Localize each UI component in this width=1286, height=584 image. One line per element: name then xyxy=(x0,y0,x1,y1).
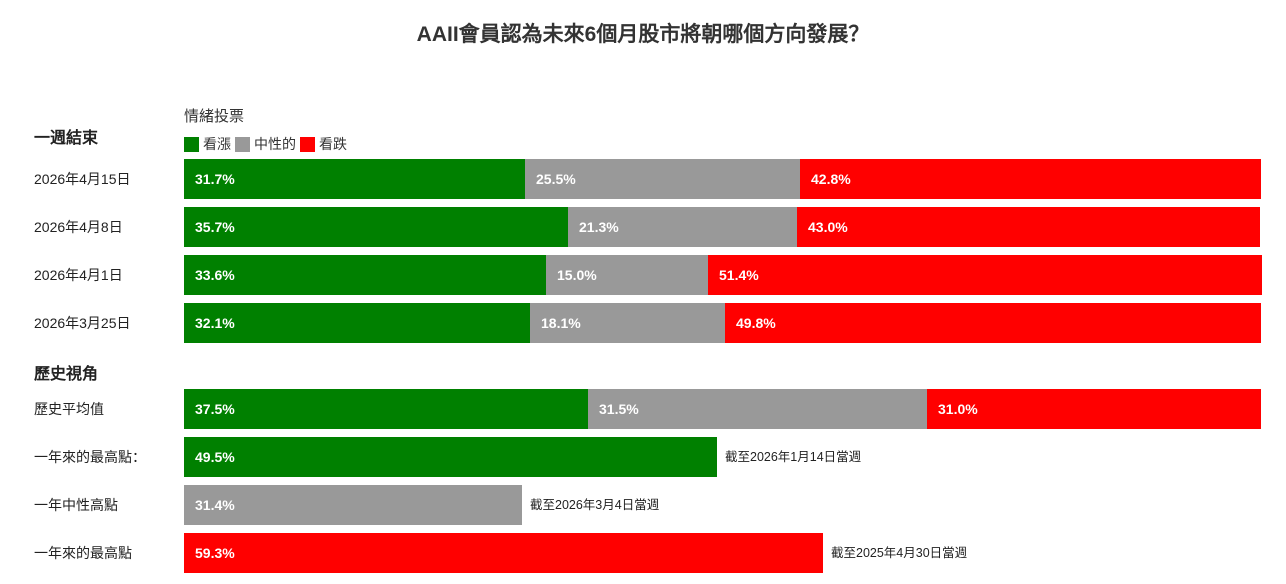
legend-item: 看漲 xyxy=(184,134,231,154)
bar-segment: 15.0% xyxy=(546,255,708,295)
chart-title: AAII會員認為未來6個月股市將朝哪個方向發展？ xyxy=(416,23,870,46)
row-label: 2026年4月8日 xyxy=(34,219,123,235)
legend-swatch xyxy=(300,136,315,152)
row-label: 一年來的最高點： xyxy=(34,449,146,465)
bar-segment: 49.5% xyxy=(184,437,717,477)
bar-segment: 31.7% xyxy=(184,159,525,199)
bar-row: 49.5% xyxy=(184,437,717,477)
row-label: 一年中性高點 xyxy=(34,497,118,513)
legend-item: 看跌 xyxy=(300,134,347,154)
bar-note: 截至2026年1月14日當週 xyxy=(725,450,862,464)
bar-segment: 31.5% xyxy=(588,389,927,429)
legend-title: 情緒投票 xyxy=(184,108,245,125)
bar-row: 33.6% 15.0% 51.4% xyxy=(184,255,1262,295)
bar-segment: 43.0% xyxy=(797,207,1260,247)
bar-segment: 18.1% xyxy=(530,303,725,343)
bar-segment: 42.8% xyxy=(800,159,1261,199)
row-label: 2026年4月1日 xyxy=(34,267,123,283)
bar-note: 截至2026年3月4日當週 xyxy=(530,498,660,512)
legend-swatch xyxy=(184,136,199,152)
bar-segment: 51.4% xyxy=(708,255,1262,295)
bar-note: 截至2025年4月30日當週 xyxy=(831,546,968,560)
bar-segment: 33.6% xyxy=(184,255,546,295)
bar-segment: 37.5% xyxy=(184,389,588,429)
legend-label: 看漲 xyxy=(203,136,231,152)
row-label: 2026年4月15日 xyxy=(34,171,131,187)
section-heading: 歷史視角 xyxy=(34,366,99,383)
bar-segment: 59.3% xyxy=(184,533,823,573)
bar-segment: 31.0% xyxy=(927,389,1261,429)
bar-segment: 32.1% xyxy=(184,303,530,343)
bar-segment: 21.3% xyxy=(568,207,797,247)
legend-swatch xyxy=(235,136,250,152)
legend: 看漲 中性的 看跌 xyxy=(184,134,351,154)
bar-row: 37.5% 31.5% 31.0% xyxy=(184,389,1261,429)
legend-label: 看跌 xyxy=(319,136,347,152)
legend-label: 中性的 xyxy=(254,136,296,152)
bar-row: 31.4% xyxy=(184,485,522,525)
legend-item: 中性的 xyxy=(235,134,296,154)
bar-row: 32.1% 18.1% 49.8% xyxy=(184,303,1261,343)
bar-segment: 49.8% xyxy=(725,303,1261,343)
row-label: 一年來的最高點 xyxy=(34,545,132,561)
bar-segment: 35.7% xyxy=(184,207,568,247)
bar-row: 59.3% xyxy=(184,533,823,573)
bar-segment: 31.4% xyxy=(184,485,522,525)
bar-row: 35.7% 21.3% 43.0% xyxy=(184,207,1260,247)
row-label: 2026年3月25日 xyxy=(34,315,131,331)
bar-row: 31.7% 25.5% 42.8% xyxy=(184,159,1261,199)
bar-segment: 25.5% xyxy=(525,159,800,199)
row-label: 歷史平均值 xyxy=(34,401,104,417)
section-heading: 一週結束 xyxy=(34,130,99,147)
